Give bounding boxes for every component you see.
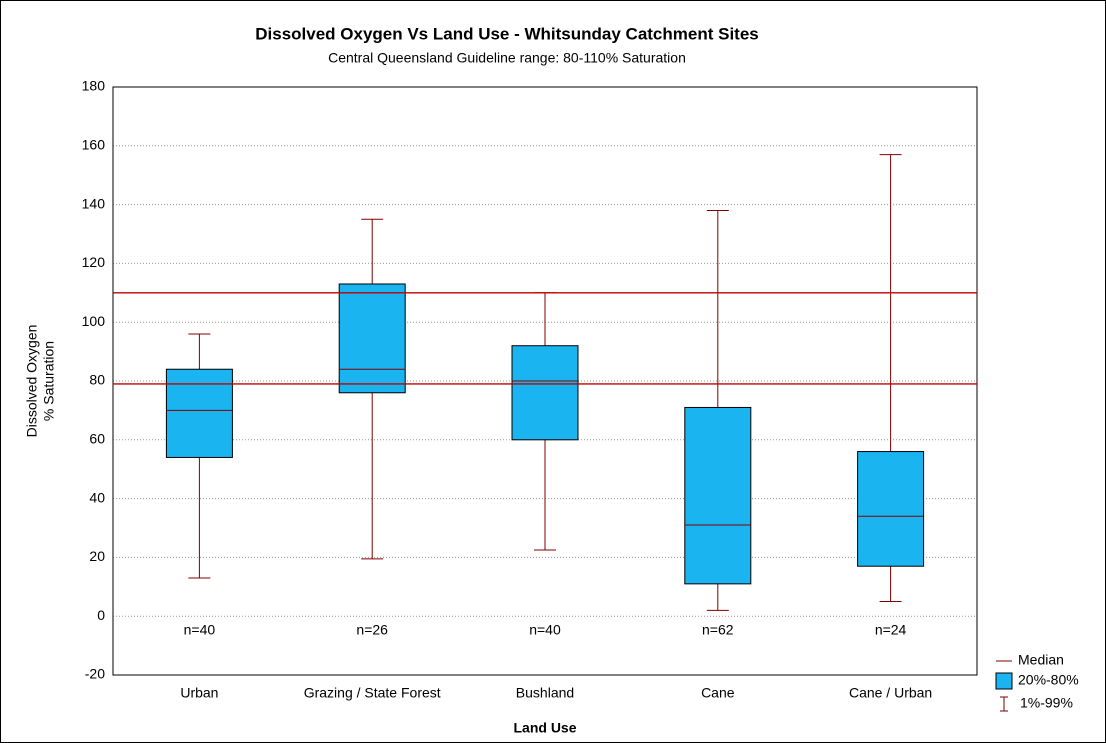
y-tick-label: -20 [85, 666, 105, 682]
y-tick-label: 120 [82, 254, 106, 270]
legend-label: 1%-99% [1020, 695, 1073, 711]
n-label: n=40 [529, 622, 561, 638]
y-tick-label: 20 [89, 548, 105, 564]
x-axis-label: Land Use [513, 720, 576, 736]
x-tick-label: Bushland [516, 685, 574, 701]
box [857, 451, 925, 567]
y-axis-label: Dissolved Oxygen [24, 325, 40, 438]
y-tick-label: 180 [82, 78, 106, 94]
chart-title: Dissolved Oxygen Vs Land Use - Whitsunda… [255, 24, 759, 43]
box [338, 283, 406, 394]
x-tick-label: Cane / Urban [849, 685, 932, 701]
y-tick-label: 40 [89, 489, 105, 505]
chart-subtitle: Central Queensland Guideline range: 80-1… [328, 50, 686, 66]
n-label: n=26 [356, 622, 388, 638]
n-label: n=62 [702, 622, 734, 638]
y-tick-label: 60 [89, 431, 105, 447]
x-tick-label: Grazing / State Forest [304, 685, 441, 701]
legend-label: Median [1018, 652, 1064, 668]
box [684, 406, 752, 585]
y-tick-label: 140 [82, 195, 106, 211]
box [165, 368, 233, 458]
y-tick-label: 100 [82, 313, 106, 329]
y-tick-label: 160 [82, 137, 106, 153]
plot-area [112, 86, 978, 676]
x-tick-label: Cane [701, 685, 735, 701]
y-axis-label: % Saturation [41, 341, 57, 421]
box [511, 345, 579, 441]
x-tick-label: Urban [180, 685, 218, 701]
legend-label: 20%-80% [1018, 672, 1079, 688]
n-label: n=24 [875, 622, 907, 638]
y-tick-label: 0 [97, 607, 105, 623]
y-tick-label: 80 [89, 372, 105, 388]
legend-box [995, 672, 1013, 690]
n-label: n=40 [184, 622, 216, 638]
